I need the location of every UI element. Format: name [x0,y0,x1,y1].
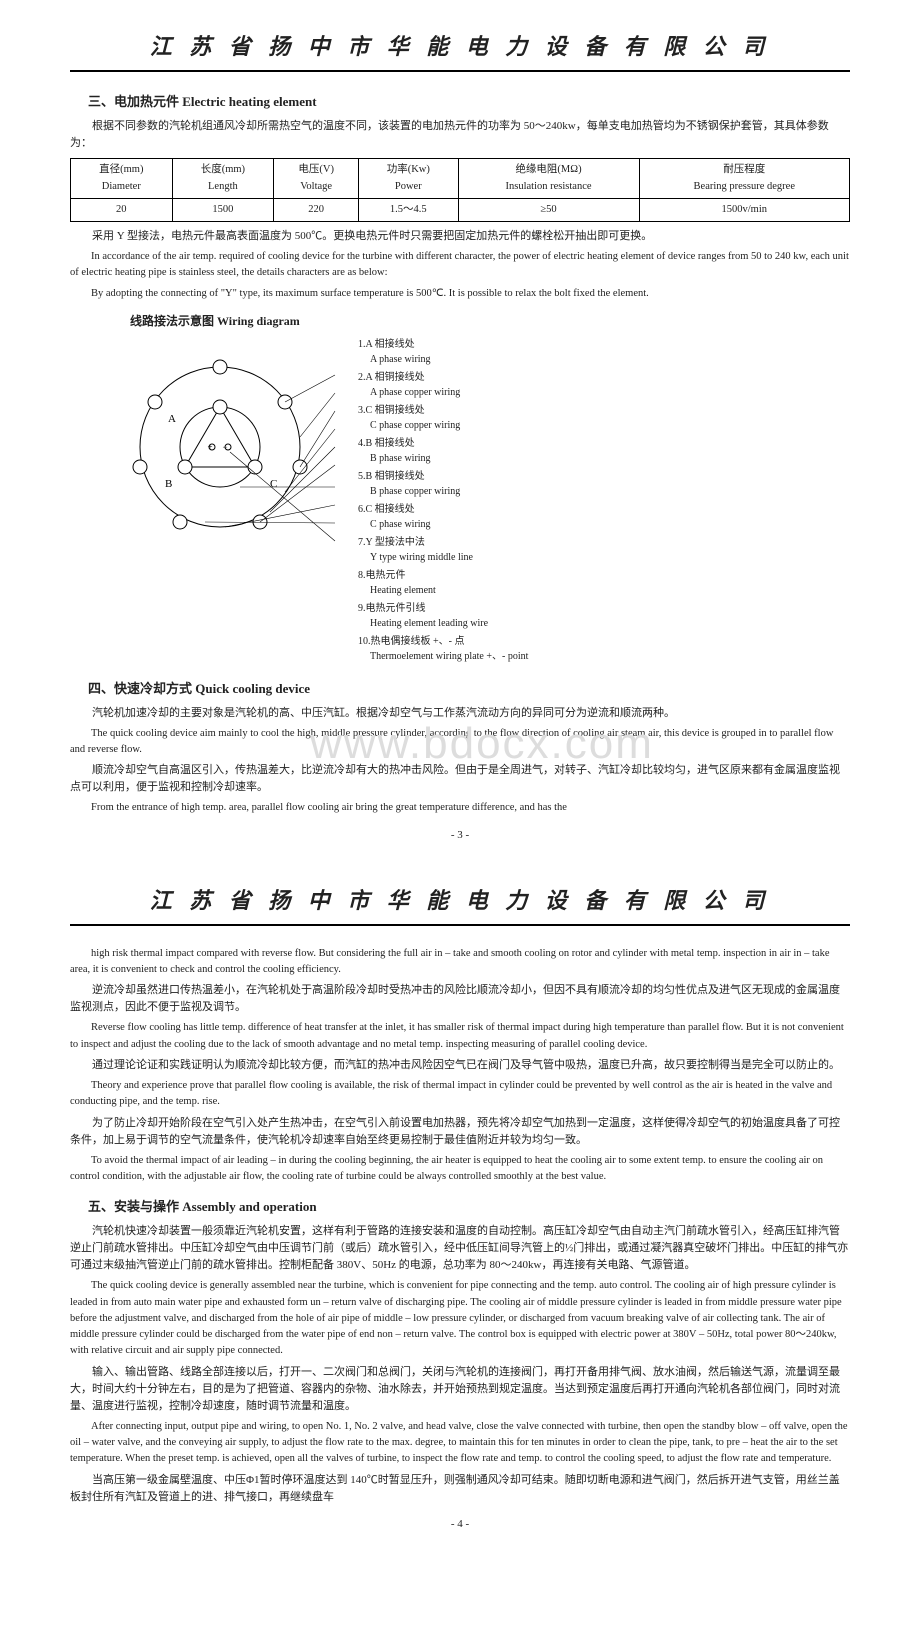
svg-text:+: + [207,442,212,452]
company-header-2: 江 苏 省 扬 中 市 华 能 电 力 设 备 有 限 公 司 [70,884,850,926]
section-4-title: 四、快速冷却方式 Quick cooling device [88,679,850,699]
sec3-after-en1: In accordance of the air temp. required … [70,249,850,282]
sec5-p2en: After connecting input, output pipe and … [70,1419,850,1468]
legend-item: 3.C 相铜接线处C phase copper wiring [358,403,528,433]
sec5-p2: 输入、输出管路、线路全部连接以后，打开一、二次阀门和总阀门，关闭与汽轮机的连接阀… [70,1364,850,1415]
table-cell: ≥50 [458,198,639,221]
legend-item: 8.电热元件Heating element [358,568,528,598]
wiring-diagram: A B C +− 1.A 相接线处A phase wiring2.A 相铜接线处A p… [110,337,850,667]
sec4-p2: 顺流冷却空气自高温区引入，传热温差大，比逆流冷却有大的热冲击风险。但由于是全周进… [70,762,850,796]
svg-text:A: A [168,413,176,425]
p2-p4en: To avoid the thermal impact of air leadi… [70,1153,850,1186]
table-header: 绝缘电阻(MΩ)Insulation resistance [458,159,639,199]
table-header: 长度(mm)Length [172,159,274,199]
sec3-intro: 根据不同参数的汽轮机组通风冷却所需热空气的温度不同，该装置的电加热元件的功率为 … [70,118,850,152]
wiring-diagram-svg: A B C +− [110,337,340,557]
sec4-p2en: From the entrance of high temp. area, pa… [70,800,850,816]
table-header: 耐压程度Bearing pressure degree [639,159,849,199]
page-1: 江 苏 省 扬 中 市 华 能 电 力 设 备 有 限 公 司 三、电加热元件 … [70,30,850,884]
table-header: 电压(V)Voltage [274,159,359,199]
table-cell: 1.5～4.5 [359,198,458,221]
p2-p2: 逆流冷却虽然进口传热温差小，在汽轮机处于高温阶段冷却时受热冲击的风险比顺流冷却小… [70,982,850,1016]
p2-p1: high risk thermal impact compared with r… [70,946,850,979]
page-number-4: - 4 - [70,1516,850,1533]
wiring-title: 线路接法示意图 Wiring diagram [130,312,850,331]
legend-item: 1.A 相接线处A phase wiring [358,337,528,367]
page-2: 江 苏 省 扬 中 市 华 能 电 力 设 备 有 限 公 司 high ris… [70,884,850,1573]
company-header: 江 苏 省 扬 中 市 华 能 电 力 设 备 有 限 公 司 [70,30,850,72]
legend-item: 10.热电偶接线板 +、- 点Thermoelement wiring plat… [358,634,528,664]
p2-p4: 为了防止冷却开始阶段在空气引入处产生热冲击，在空气引入前设置电加热器，预先将冷却… [70,1115,850,1149]
sec3-after1: 采用 Y 型接法，电热元件最高表面温度为 500℃。更换电热元件时只需要把固定加… [70,228,850,245]
sec3-after-en2: By adopting the connecting of "Y" type, … [70,286,850,302]
sec5-p1en: The quick cooling device is generally as… [70,1278,850,1359]
section-5-title: 五、安装与操作 Assembly and operation [88,1197,850,1217]
svg-text:−: − [222,442,227,452]
heating-element-table: 直径(mm)Diameter长度(mm)Length电压(V)Voltage功率… [70,158,850,222]
legend-item: 5.B 相铜接线处B phase copper wiring [358,469,528,499]
table-cell: 20 [71,198,173,221]
page-number-3: - 3 - [70,827,850,844]
sec4-p1: 汽轮机加速冷却的主要对象是汽轮机的高、中压汽缸。根据冷却空气与工作蒸汽流动方向的… [70,705,850,722]
sec4-p1en: The quick cooling device aim mainly to c… [70,726,850,759]
section-3-title: 三、电加热元件 Electric heating element [88,92,850,112]
table-header: 功率(Kw)Power [359,159,458,199]
table-cell: 1500v/min [639,198,849,221]
legend-item: 6.C 相接线处C phase wiring [358,502,528,532]
sec5-p1: 汽轮机快速冷却装置一般须靠近汽轮机安置，这样有利于管路的连接安装和温度的自动控制… [70,1223,850,1274]
p2-p2en: Reverse flow cooling has little temp. di… [70,1020,850,1053]
legend-item: 4.B 相接线处B phase wiring [358,436,528,466]
table-cell: 220 [274,198,359,221]
svg-text:C: C [270,478,277,490]
wiring-legend: 1.A 相接线处A phase wiring2.A 相铜接线处A phase c… [358,337,528,667]
svg-text:B: B [165,478,172,490]
table-header: 直径(mm)Diameter [71,159,173,199]
table-cell: 1500 [172,198,274,221]
legend-item: 2.A 相铜接线处A phase copper wiring [358,370,528,400]
p2-p3: 通过理论论证和实践证明认为顺流冷却比较方便，而汽缸的热冲击风险因空气已在阀门及导… [70,1057,850,1074]
sec5-p3: 当高压第一级金属壁温度、中压Φ1暂时停环温度达到 140℃时暂显压升，则强制通风… [70,1472,850,1506]
legend-item: 9.电热元件引线Heating element leading wire [358,601,528,631]
p2-p3en: Theory and experience prove that paralle… [70,1078,850,1111]
legend-item: 7.Y 型接法中法Y type wiring middle line [358,535,528,565]
